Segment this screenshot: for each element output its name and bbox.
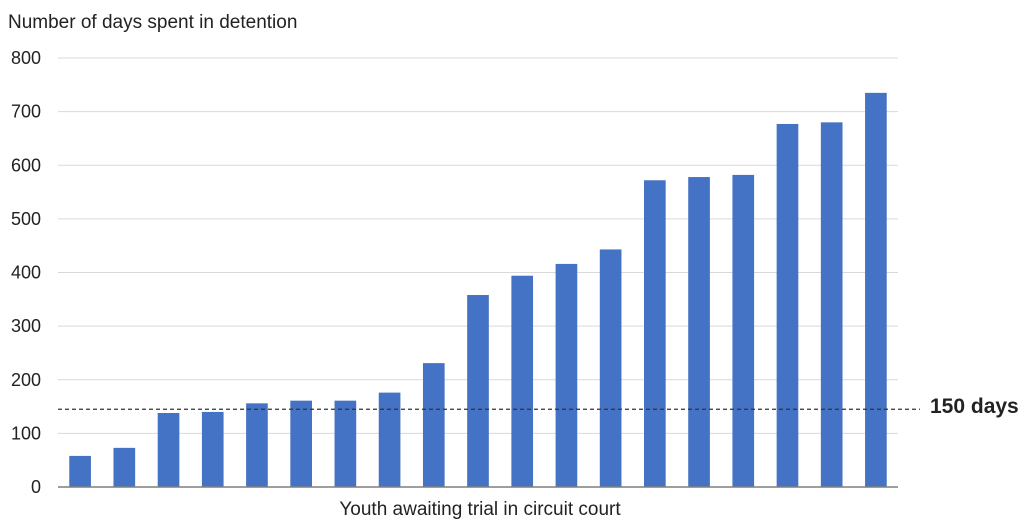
- bar: [201, 411, 224, 487]
- bar: [644, 180, 666, 487]
- bar: [555, 263, 578, 487]
- y-axis-title: Number of days spent in detention: [8, 12, 298, 33]
- x-axis-title: Youth awaiting trial in circuit court: [339, 499, 621, 520]
- bar: [865, 92, 887, 487]
- y-tick-label: 100: [11, 423, 41, 443]
- y-tick-label: 500: [11, 209, 41, 229]
- y-tick-label: 300: [11, 316, 41, 336]
- bar: [599, 249, 622, 487]
- bar: [378, 392, 401, 487]
- y-tick-labels: 0 100 200 300 400 500 600 700 800: [11, 48, 41, 497]
- bar: [290, 400, 312, 487]
- y-tick-label: 600: [11, 155, 41, 175]
- bar: [776, 123, 799, 488]
- bar: [511, 275, 534, 487]
- y-tick-label: 700: [11, 102, 41, 122]
- bar: [467, 295, 489, 487]
- bar: [157, 412, 180, 487]
- bar: [246, 403, 268, 487]
- bar: [688, 177, 710, 488]
- bar: [113, 447, 136, 487]
- y-tick-label: 400: [11, 263, 41, 283]
- bars: [69, 92, 887, 488]
- bar: [820, 122, 843, 487]
- bar: [69, 455, 91, 487]
- bar: [334, 400, 357, 487]
- reference-line-label: 150 days: [930, 395, 1019, 418]
- y-tick-label: 0: [31, 477, 41, 497]
- bar: [422, 363, 445, 487]
- y-tick-label: 800: [11, 48, 41, 68]
- y-tick-label: 200: [11, 370, 41, 390]
- bar: [732, 174, 755, 487]
